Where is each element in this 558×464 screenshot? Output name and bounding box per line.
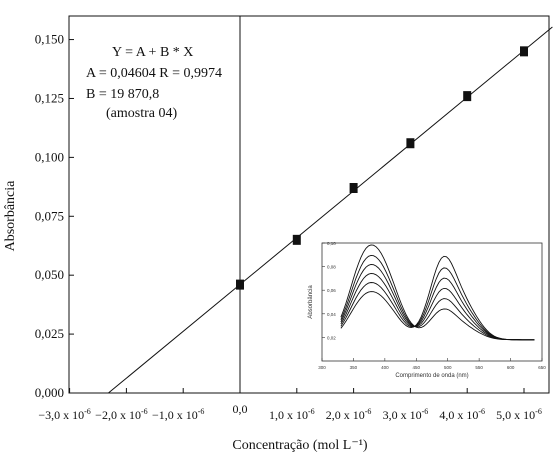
inset-x-tick-label: 450: [413, 365, 421, 370]
x-axis-label: Concentração (mol L⁻¹): [232, 438, 368, 453]
inset-x-tick-label: 300: [318, 365, 326, 370]
x-tick-exponent: -6: [84, 407, 91, 416]
main-axes: [68, 15, 550, 394]
main-data-points: [236, 46, 528, 290]
y-tick-label: 0,075: [35, 208, 64, 223]
data-point: [520, 46, 528, 57]
x-tick-exponent: -6: [422, 407, 429, 416]
annotation-line: A = 0,04604 R = 0,9974: [86, 66, 222, 81]
y-axis-label: Absorbância: [3, 180, 18, 252]
y-tick-label: 0,000: [35, 385, 64, 400]
inset-x-tick-label: 600: [507, 365, 515, 370]
inset-y-tick-label: 0,10: [327, 241, 336, 246]
data-point: [463, 91, 472, 102]
inset-y-tick-label: 0,08: [327, 265, 336, 270]
inset-x-tick-label: 650: [538, 365, 546, 370]
fit-line: [108, 26, 553, 394]
x-tick-exponent: -6: [365, 407, 372, 416]
inset-x-axis-label: Comprimento de onda (nm): [395, 373, 468, 379]
x-tick-label: −2,0 x 10-6: [95, 407, 147, 422]
annotation-line: (amostra 04): [106, 106, 177, 121]
data-point: [236, 279, 244, 290]
data-point: [292, 234, 301, 245]
x-tick-exponent: -6: [198, 407, 205, 416]
y-tick-label: 0,100: [35, 149, 64, 164]
inset-x-tick-label: 550: [475, 365, 483, 370]
inset-y-tick-label: 0,04: [327, 312, 336, 317]
annotation-line: B = 19 870,8: [86, 87, 159, 102]
inset-x-tick-label: 500: [444, 365, 452, 370]
inset-spectra-chart: 0,02 0,04 0,06 0,08 0,10 300 350 400 450 500 550 60…: [308, 241, 546, 379]
data-point: [349, 183, 358, 194]
inset-spectrum-line: [340, 244, 535, 341]
x-tick-label: 1,0 x 10-6: [269, 407, 315, 422]
x-tick-exponent: -6: [308, 407, 315, 416]
y-tick-label: 0,050: [35, 267, 64, 282]
y-tick-label: 0,125: [35, 90, 64, 105]
x-tick-label: −1,0 x 10-6: [152, 407, 204, 422]
data-point: [406, 138, 415, 149]
inset-x-tick-label: 400: [381, 365, 389, 370]
x-tick-label: 4,0 x 10-6: [439, 407, 485, 422]
x-tick-label: 3,0 x 10-6: [383, 407, 429, 422]
annotation-line: Y = A + B * X: [112, 45, 193, 60]
y-tick-label: 0,025: [35, 326, 64, 341]
fit-annotation: Y = A + B * X A = 0,04604 R = 0,9974 B = 1…: [86, 45, 222, 121]
x-tick-label: −3,0 x 10-6: [38, 407, 90, 422]
x-tick-exponent: -6: [535, 407, 542, 416]
inset-y-tick-label: 0,06: [327, 288, 336, 293]
main-ticks: 0,000 0,025 0,050 0,075 0,100 0,125 0,150 −3,0 …: [35, 32, 542, 422]
x-tick-label: 2,0 x 10-6: [326, 407, 372, 422]
x-tick-exponent: -6: [141, 407, 148, 416]
plot-frame: [68, 15, 550, 394]
inset-x-tick-label: 350: [350, 365, 358, 370]
y-tick-label: 0,150: [35, 32, 64, 47]
main-axis-labels: Concentração (mol L⁻¹) Absorbância: [3, 180, 368, 453]
x-tick-exponent: -6: [478, 407, 485, 416]
inset-y-tick-label: 0,02: [327, 335, 336, 340]
inset-y-axis-label: Absorbância: [308, 285, 314, 319]
inset-frame: [321, 242, 543, 362]
x-tick-label: 0,0: [233, 402, 248, 416]
x-tick-label: 5,0 x 10-6: [496, 407, 542, 422]
main-fit-line: [108, 26, 553, 394]
